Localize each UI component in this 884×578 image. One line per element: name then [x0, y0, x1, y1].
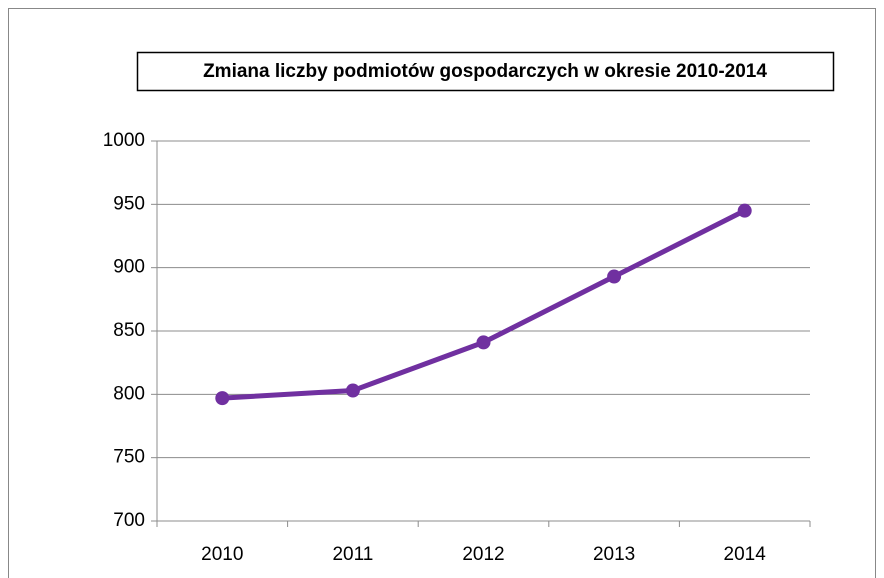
x-tick-label: 2014 [724, 544, 767, 565]
x-tick-label: 2012 [462, 544, 504, 565]
y-tick-label: 900 [113, 257, 145, 278]
x-tick-label: 2013 [593, 544, 635, 565]
chart-title: Zmiana liczby podmiotów gospodarczych w … [203, 61, 767, 82]
y-tick-label: 950 [113, 193, 145, 214]
point [737, 203, 752, 218]
title-box [136, 51, 835, 92]
point [476, 335, 491, 350]
x-tick-label: 2011 [332, 544, 373, 565]
x-tick-label: 2010 [201, 544, 243, 565]
y-tick-label: 1000 [103, 130, 145, 151]
y-tick-label: 700 [113, 510, 145, 531]
point [345, 383, 360, 398]
y-tick-label: 750 [113, 447, 145, 468]
y-tick-label: 850 [113, 320, 145, 341]
point [607, 269, 622, 284]
point [215, 391, 230, 406]
chart-border [8, 8, 876, 578]
y-tick-label: 800 [113, 383, 145, 404]
